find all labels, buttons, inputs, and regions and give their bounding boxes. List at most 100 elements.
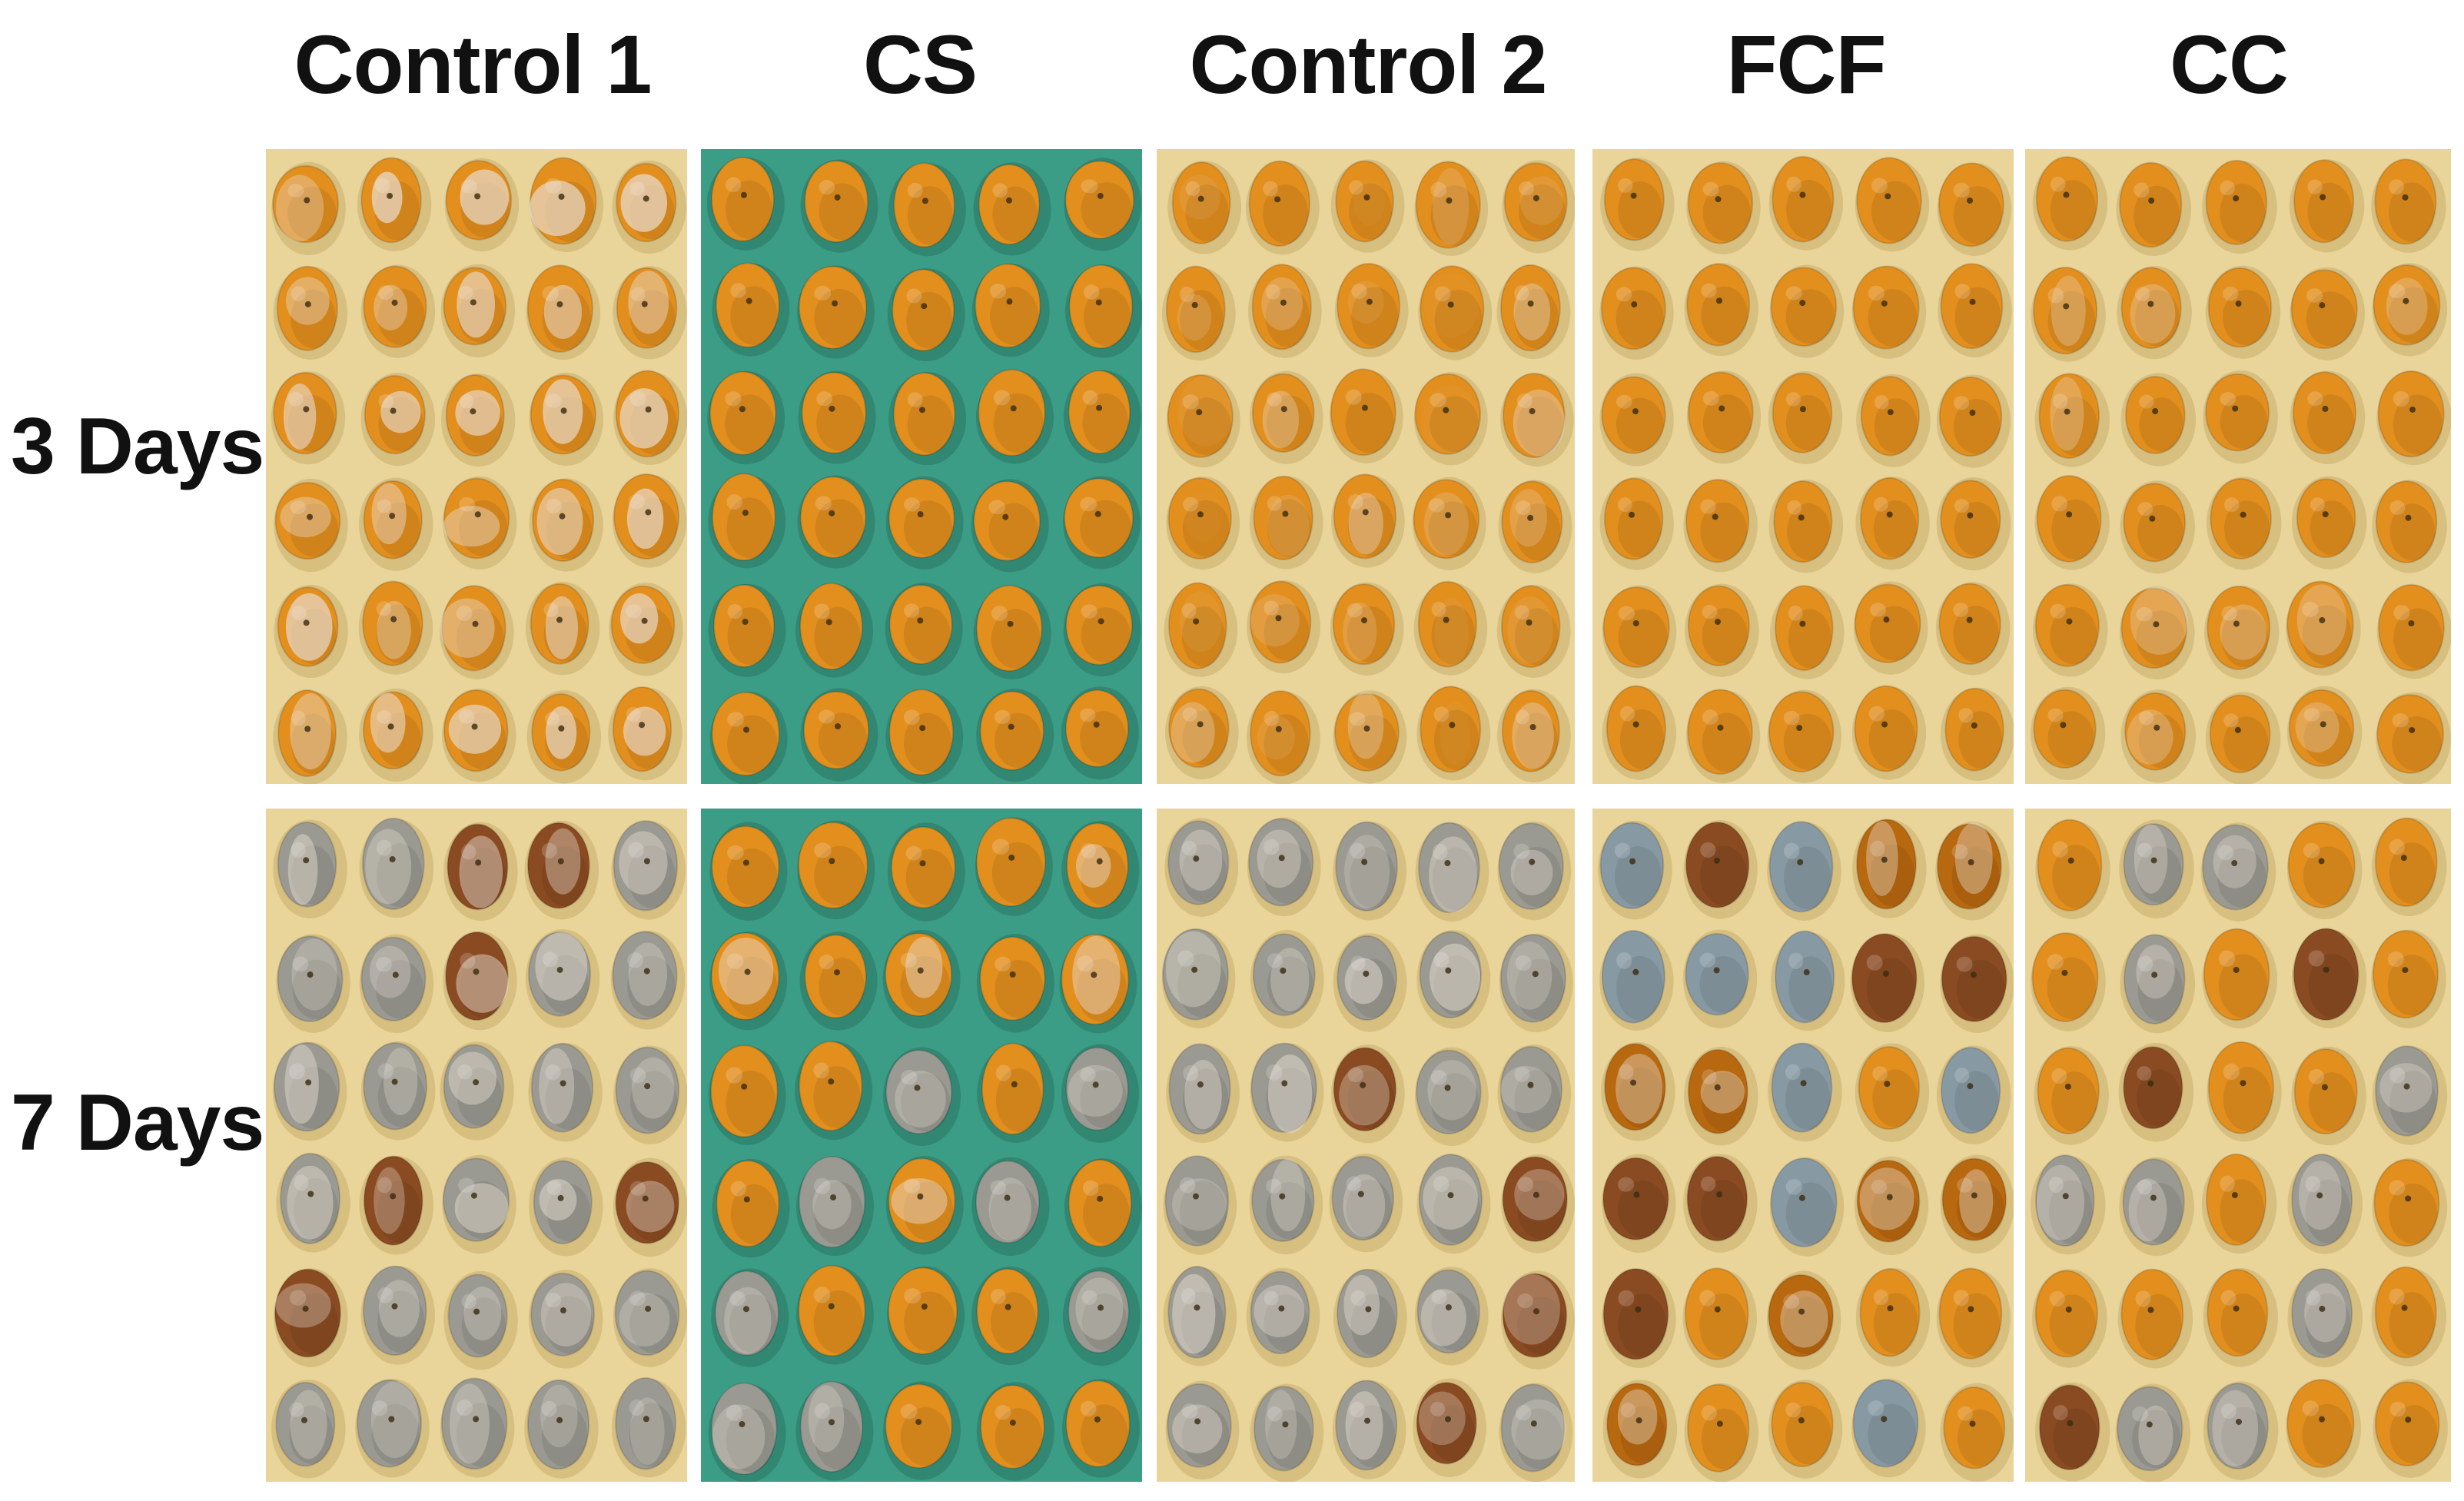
fruit-cell xyxy=(971,1266,1050,1366)
fruit-cell xyxy=(528,1270,603,1369)
panel-cs-7-days xyxy=(701,809,1142,1482)
fruit-cell xyxy=(2034,1046,2109,1145)
fruit-cell xyxy=(2030,686,2106,780)
fruit-cell xyxy=(708,473,786,569)
fruit-cell xyxy=(2115,1383,2190,1482)
fruit-cell xyxy=(973,584,1051,679)
fruit-cell xyxy=(1063,583,1141,677)
fruit-cell xyxy=(442,1154,516,1254)
fruit-cell xyxy=(1937,162,2012,256)
fruit-cell xyxy=(1938,263,2012,357)
fruit-cell xyxy=(1936,1045,2011,1144)
fruit-cell xyxy=(971,479,1049,573)
fruit-cell xyxy=(709,931,788,1031)
fruit-cell xyxy=(712,1158,790,1258)
fruit-cell xyxy=(613,1157,687,1257)
fruit-cell xyxy=(795,1041,873,1141)
fruit-cell xyxy=(276,934,350,1033)
fruit-cell xyxy=(360,264,436,358)
fruit-cell xyxy=(885,582,963,676)
fruit-cell xyxy=(1940,1383,2014,1482)
fruit-cell xyxy=(885,1155,964,1255)
fruit-cell xyxy=(976,1382,1054,1481)
fruit-cell xyxy=(800,688,878,782)
fruit-cell xyxy=(2119,819,2194,918)
fruit-cell xyxy=(885,476,964,570)
fruit-cell xyxy=(1167,161,1241,254)
fruit-cell xyxy=(2205,265,2281,359)
fruit-cell xyxy=(274,1268,348,1367)
fruit-cell xyxy=(360,372,436,467)
panel-cs-3-days xyxy=(701,149,1142,784)
fruit-cell xyxy=(1684,263,1758,357)
fruit-cell xyxy=(526,690,602,784)
fruit-cell xyxy=(1413,372,1488,466)
fruit-cell xyxy=(1768,155,1844,251)
fruit-cell xyxy=(2116,161,2192,257)
fruit-cell xyxy=(1851,265,1927,359)
fruit-cell xyxy=(2371,1266,2447,1367)
fruit-cell xyxy=(2372,480,2447,573)
fruit-cell xyxy=(1767,689,1841,783)
fruit-cell xyxy=(1851,1378,1926,1478)
fruit-cell xyxy=(355,1378,430,1478)
fruit-cell xyxy=(708,1382,786,1482)
fruit-cell xyxy=(443,822,518,922)
tray-background xyxy=(1157,149,1575,784)
fruit-cell xyxy=(2202,159,2277,254)
fruit-cell xyxy=(2206,477,2282,570)
fruit-cell xyxy=(975,369,1054,464)
fruit-cell xyxy=(2200,822,2276,922)
fruit-cell xyxy=(2203,370,2278,464)
fruit-cell xyxy=(608,686,682,781)
fruit-cell xyxy=(706,156,785,251)
fruit-cell xyxy=(1499,933,1573,1033)
fruit-cell xyxy=(1333,690,1407,784)
fruit-cell xyxy=(1416,686,1491,781)
fruit-cell xyxy=(1935,822,2010,921)
fruit-cell xyxy=(2291,1046,2366,1146)
fruit-cell xyxy=(977,1042,1055,1143)
fruit-cell xyxy=(1599,477,1674,570)
fruit-cell xyxy=(613,1045,687,1144)
fruit-cell xyxy=(1936,477,2011,571)
fruit-cell xyxy=(1769,264,1845,358)
fruit-cell xyxy=(525,929,600,1028)
fruit-cell xyxy=(2120,480,2195,574)
fruit-cell xyxy=(1166,374,1240,468)
fruit-cell xyxy=(2286,820,2363,920)
fruit-cell xyxy=(1249,475,1323,570)
fruit-cell xyxy=(797,475,875,569)
fruit-cell xyxy=(1602,1267,1676,1368)
fruit-cell xyxy=(1935,582,2011,676)
fruit-cell xyxy=(1682,1267,1757,1368)
fruit-cell xyxy=(1768,370,1843,464)
tray-background xyxy=(1157,809,1575,1482)
fruit-cell xyxy=(1418,265,1493,360)
fruit-cell xyxy=(795,583,874,678)
fruit-cell xyxy=(1686,161,1761,254)
fruit-cell xyxy=(1412,477,1486,570)
fruit-cell xyxy=(1599,266,1674,360)
fruit-cell xyxy=(1064,158,1142,251)
fruit-cell xyxy=(359,817,434,918)
fruit-cell xyxy=(1499,1383,1573,1482)
fruit-cell xyxy=(1332,1380,1406,1479)
fruit-cell xyxy=(2205,692,2281,784)
tray-background xyxy=(266,809,687,1482)
row-label-3-days: 3 Days xyxy=(11,402,264,491)
panel-cc-7-days xyxy=(2025,809,2451,1482)
fruit-cell xyxy=(885,689,964,784)
fruit-cell xyxy=(442,476,517,570)
column-label-control-1: Control 1 xyxy=(294,17,653,111)
fruit-cell xyxy=(888,162,966,257)
fruit-cell xyxy=(1682,929,1758,1028)
fruit-cell xyxy=(1165,1380,1240,1480)
fruit-cell xyxy=(798,370,876,464)
fruit-cell xyxy=(529,157,604,253)
fruit-cell xyxy=(882,1381,961,1480)
fruit-cell xyxy=(2034,1382,2110,1482)
column-label-cc: CC xyxy=(2170,17,2289,111)
fruit-cell xyxy=(1333,933,1407,1032)
fruit-cell xyxy=(2373,1379,2448,1478)
